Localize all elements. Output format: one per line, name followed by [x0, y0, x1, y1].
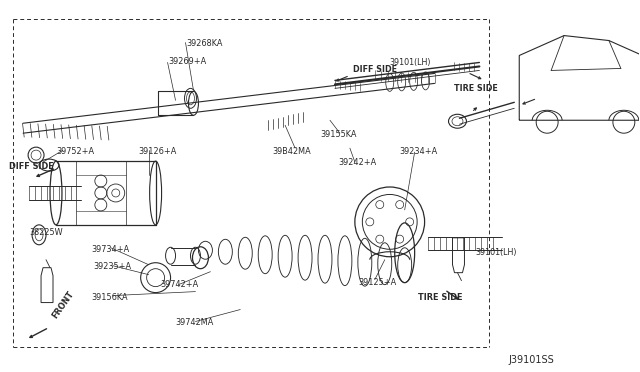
Text: 39752+A: 39752+A	[56, 147, 94, 156]
Text: 39242+A: 39242+A	[338, 158, 376, 167]
Text: FRONT: FRONT	[51, 290, 76, 320]
Text: TIRE SIDE: TIRE SIDE	[454, 84, 499, 93]
Text: J39101SS: J39101SS	[508, 355, 554, 365]
Text: TIRE SIDE: TIRE SIDE	[418, 293, 462, 302]
Text: DIFF SIDE: DIFF SIDE	[9, 162, 54, 171]
Text: 39101(LH): 39101(LH)	[476, 248, 517, 257]
Text: 39734+A: 39734+A	[91, 245, 129, 254]
Text: 39234+A: 39234+A	[400, 147, 438, 156]
Text: 39235+A: 39235+A	[93, 262, 131, 271]
Text: 39742+A: 39742+A	[161, 280, 199, 289]
Text: 38225W: 38225W	[29, 228, 63, 237]
Text: 39268KA: 39268KA	[186, 39, 223, 48]
Text: 39125+A: 39125+A	[358, 278, 396, 287]
Text: 39101(LH): 39101(LH)	[390, 58, 431, 67]
Text: 39269+A: 39269+A	[168, 58, 207, 67]
Text: 39742MA: 39742MA	[175, 318, 214, 327]
Text: 39155KA: 39155KA	[320, 130, 356, 139]
Text: 39156KA: 39156KA	[91, 293, 127, 302]
Text: 39B42MA: 39B42MA	[272, 147, 311, 156]
Text: DIFF SIDE: DIFF SIDE	[353, 65, 397, 74]
Text: 39126+A: 39126+A	[139, 147, 177, 156]
